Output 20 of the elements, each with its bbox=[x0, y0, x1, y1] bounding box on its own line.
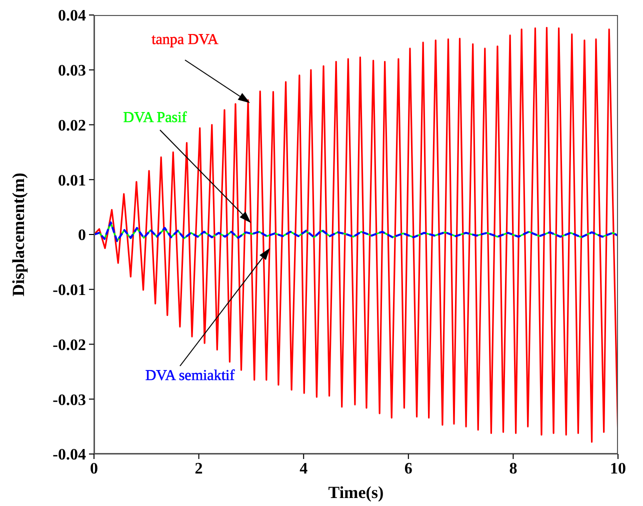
text: DVA semiaktif bbox=[145, 368, 235, 384]
y-tick-label: 0.02 bbox=[58, 117, 86, 134]
y-axis-title: Displacement(m) bbox=[9, 172, 28, 296]
text: DVA Pasif bbox=[123, 110, 187, 126]
y-tick-label: -0.03 bbox=[52, 392, 86, 409]
y-tick-label: 0.04 bbox=[58, 8, 86, 25]
x-axis-title: Time(s) bbox=[328, 483, 384, 502]
y-tick-label: 0.01 bbox=[58, 172, 86, 190]
x-tick-label: 6 bbox=[404, 460, 412, 478]
y-tick-label: -0.01 bbox=[52, 282, 86, 300]
x-tick-label: 8 bbox=[509, 460, 518, 478]
x-tick-label: 0 bbox=[90, 460, 98, 478]
y-tick-label: 0.03 bbox=[58, 62, 86, 80]
text: tanpa DVA bbox=[152, 32, 219, 48]
y-tick-label: -0.02 bbox=[52, 336, 86, 354]
x-tick-label: 10 bbox=[610, 460, 626, 478]
x-tick-label: 4 bbox=[300, 460, 308, 478]
y-tick-label: -0.04 bbox=[52, 446, 86, 464]
x-tick-label: 2 bbox=[194, 460, 203, 478]
y-tick-label: 0 bbox=[78, 227, 86, 244]
